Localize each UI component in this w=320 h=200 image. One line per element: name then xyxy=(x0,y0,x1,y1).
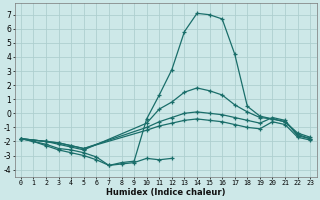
X-axis label: Humidex (Indice chaleur): Humidex (Indice chaleur) xyxy=(106,188,225,197)
